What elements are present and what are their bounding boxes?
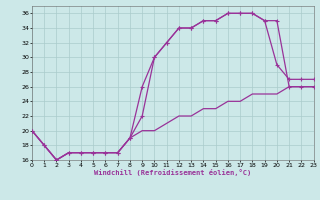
X-axis label: Windchill (Refroidissement éolien,°C): Windchill (Refroidissement éolien,°C)	[94, 169, 252, 176]
